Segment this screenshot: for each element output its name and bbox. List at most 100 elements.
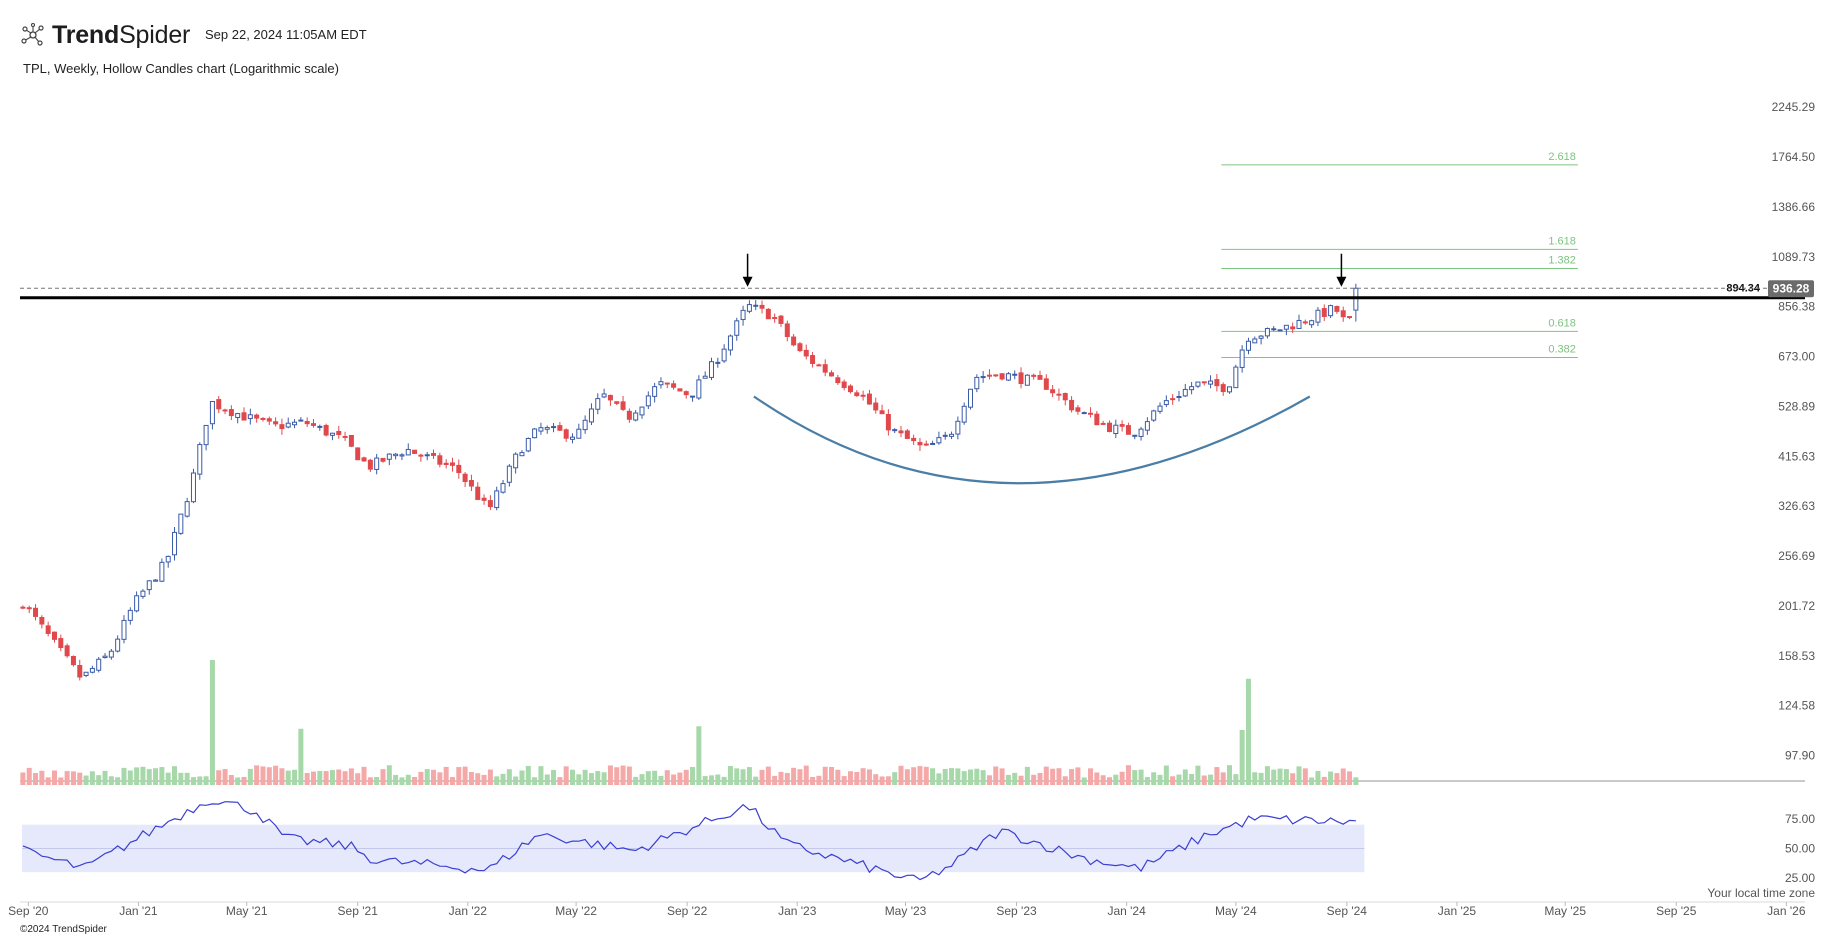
volume-bar bbox=[380, 769, 386, 785]
candle-body bbox=[1119, 424, 1125, 427]
volume-bar bbox=[759, 769, 765, 785]
last-price-tag bbox=[1768, 280, 1814, 298]
price-axis-tick: 326.63 bbox=[1778, 499, 1815, 513]
candle-body bbox=[1094, 413, 1100, 426]
candle-body bbox=[879, 410, 885, 415]
volume-bar bbox=[361, 766, 367, 785]
volume-bar bbox=[1005, 774, 1011, 785]
fib-level-label: 2.618 bbox=[1548, 151, 1576, 163]
candle-body bbox=[1050, 389, 1056, 394]
volume-bar bbox=[292, 769, 298, 785]
volume-bar bbox=[702, 776, 708, 785]
volume-bar bbox=[968, 769, 974, 785]
time-axis-tick: May '23 bbox=[885, 904, 927, 918]
volume-bar bbox=[468, 771, 474, 785]
volume-bar bbox=[570, 769, 576, 785]
candle-body bbox=[974, 376, 980, 390]
candle-body bbox=[374, 457, 380, 470]
candle-body bbox=[216, 399, 222, 410]
volume-bar bbox=[734, 768, 740, 785]
volume-bar bbox=[336, 769, 342, 785]
candle-body bbox=[1258, 335, 1264, 339]
candle-body bbox=[260, 418, 266, 421]
volume-bar bbox=[822, 766, 828, 785]
candle-body bbox=[1245, 340, 1251, 351]
candle-body bbox=[1296, 319, 1302, 329]
time-axis-tick: May '21 bbox=[226, 904, 268, 918]
time-axis-tick: Sep '20 bbox=[8, 904, 49, 918]
volume-bar bbox=[708, 775, 714, 785]
volume-bar bbox=[544, 774, 550, 785]
axes: 2245.29 1764.50 1386.66 1089.73 673.00 528.89… bbox=[8, 100, 1815, 918]
fib-level-label: 0.618 bbox=[1548, 317, 1576, 329]
volume-bar bbox=[348, 768, 354, 785]
candle-body bbox=[1031, 374, 1037, 377]
volume-bar bbox=[614, 767, 620, 785]
volume-bar bbox=[235, 777, 241, 785]
volume-bar bbox=[904, 769, 910, 785]
candle-body bbox=[77, 665, 83, 678]
candle-body bbox=[487, 500, 493, 508]
candle-body bbox=[873, 402, 879, 411]
candle-body bbox=[519, 452, 525, 457]
volume-bar bbox=[1208, 774, 1214, 785]
price-axis-tick: 415.63 bbox=[1778, 449, 1815, 463]
volume-bar bbox=[506, 769, 512, 785]
candle-body bbox=[386, 453, 392, 460]
volume-bar bbox=[481, 774, 487, 785]
volume-bar bbox=[986, 775, 992, 785]
candle-body bbox=[399, 454, 405, 457]
volume-bar bbox=[405, 774, 411, 785]
volume-bar bbox=[999, 768, 1005, 785]
candle-body bbox=[1252, 338, 1258, 344]
candle-body bbox=[361, 457, 367, 462]
volume-bar bbox=[241, 776, 247, 785]
local-time-note: Your local time zone bbox=[1707, 886, 1815, 900]
spider-logo-icon bbox=[21, 22, 44, 46]
volume-bar bbox=[1277, 768, 1283, 785]
candle-body bbox=[468, 480, 474, 487]
candle-body bbox=[222, 409, 228, 412]
candle-body bbox=[431, 453, 437, 456]
candle-body bbox=[1018, 372, 1024, 384]
candle-body bbox=[753, 304, 759, 307]
candle-body bbox=[626, 410, 632, 420]
volume-bar bbox=[1252, 772, 1258, 785]
candle-body bbox=[1239, 349, 1245, 368]
volume-bar bbox=[582, 769, 588, 785]
candle-body bbox=[898, 430, 904, 434]
price-axis-tick: 856.38 bbox=[1778, 300, 1815, 314]
volume-bar bbox=[1182, 769, 1188, 785]
volume-bar bbox=[127, 770, 133, 785]
brand-name-light: Spider bbox=[119, 20, 191, 49]
volume-bar bbox=[696, 726, 702, 785]
volume-bar bbox=[955, 768, 961, 785]
volume-bar bbox=[791, 767, 797, 785]
fibonacci-extension: 2.618 1.618 1.382 0.618 0.382 bbox=[1221, 151, 1578, 359]
volume-bar bbox=[146, 769, 152, 785]
candle-body bbox=[570, 436, 576, 440]
volume-bar bbox=[140, 766, 146, 785]
volume-bar bbox=[563, 766, 569, 785]
volume-bar bbox=[677, 772, 683, 785]
candle-body bbox=[690, 395, 696, 398]
volume-bar bbox=[873, 774, 879, 785]
candle-body bbox=[1012, 373, 1018, 376]
down-arrow-head bbox=[1336, 276, 1347, 287]
candle-body bbox=[64, 645, 70, 657]
volume-bar bbox=[108, 776, 114, 785]
price-axis-tick: 256.69 bbox=[1778, 549, 1815, 563]
volume-bar bbox=[576, 774, 582, 785]
volume-bar bbox=[658, 775, 664, 785]
candle-body bbox=[102, 655, 108, 659]
price-axis-tick: 158.53 bbox=[1778, 649, 1815, 663]
candle-body bbox=[1277, 329, 1283, 332]
volume-bar bbox=[374, 776, 380, 785]
price-axis-tick: 124.58 bbox=[1778, 699, 1815, 713]
volume-bar bbox=[1220, 772, 1226, 785]
candle-body bbox=[146, 580, 152, 591]
volume-bar bbox=[134, 767, 140, 785]
candle-body bbox=[134, 595, 140, 612]
candle-body bbox=[58, 638, 64, 649]
